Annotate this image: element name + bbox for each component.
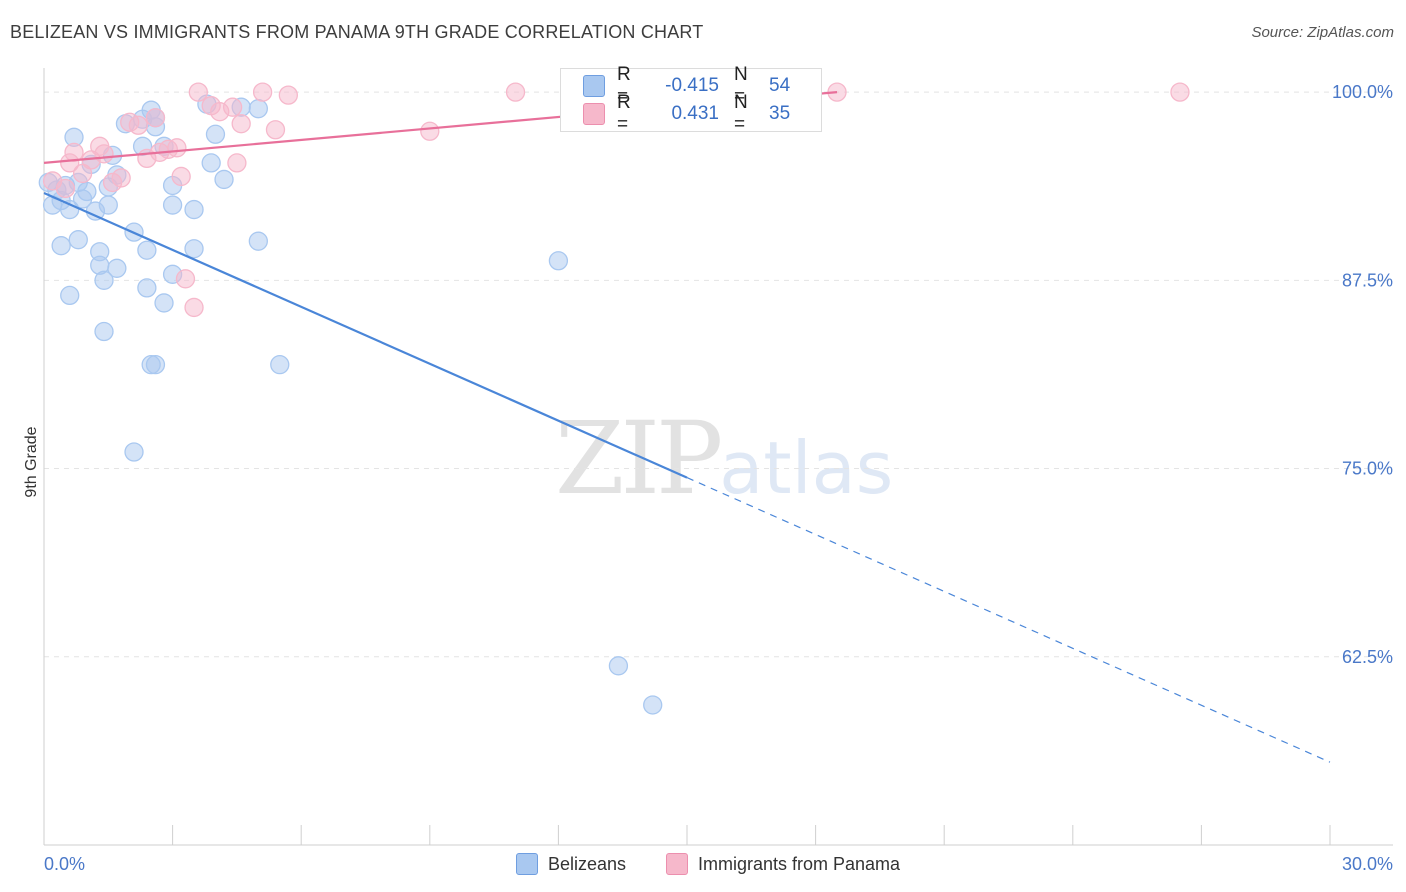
x-tick-label-max: 30.0%: [1342, 854, 1393, 874]
watermark-atlas: atlas: [719, 426, 894, 510]
legend-item-belizeans[interactable]: Belizeans: [516, 852, 626, 876]
data-point: [205, 124, 226, 144]
stats-legend: R = -0.415 N = 54 R = 0.431 N = 35: [560, 64, 822, 135]
data-point: [94, 144, 114, 164]
data-point: [68, 230, 88, 250]
data-point: [137, 240, 157, 260]
data-point: [111, 168, 131, 188]
data-point: [265, 120, 286, 140]
data-point: [98, 195, 118, 215]
data-point: [505, 82, 526, 102]
data-point: [72, 163, 93, 184]
data-point: [137, 278, 157, 298]
data-point: [55, 178, 76, 199]
data-point: [248, 231, 268, 251]
trend-lines: [43, 91, 1331, 763]
n-value: 35: [769, 103, 791, 124]
legend-swatch-panama: [666, 853, 688, 875]
data-point: [77, 181, 97, 202]
legend-swatch-belizeans: [516, 853, 538, 875]
data-point: [231, 114, 251, 134]
y-tick-label: 62.5%: [1342, 647, 1393, 667]
r-label: R =: [617, 92, 631, 135]
series-panama-points: [42, 82, 1190, 318]
series-legend: Belizeans Immigrants from Panama: [0, 852, 1406, 876]
y-tick-label: 100.0%: [1332, 82, 1393, 102]
data-point: [167, 138, 187, 158]
data-point: [420, 121, 440, 141]
n-label: N =: [734, 92, 748, 135]
legend-item-panama[interactable]: Immigrants from Panama: [666, 852, 900, 876]
data-point: [175, 269, 196, 289]
data-point: [222, 97, 243, 117]
y-tick-label: 87.5%: [1342, 270, 1393, 290]
data-point: [1170, 82, 1190, 102]
r-value: 0.431: [671, 103, 719, 124]
data-point: [252, 82, 273, 102]
watermark: ZIPatlas: [555, 400, 893, 517]
data-point: [94, 321, 114, 342]
data-point: [608, 656, 629, 676]
data-point: [124, 442, 144, 462]
data-point: [188, 82, 208, 102]
data-point: [201, 153, 221, 173]
chart-source: Source: ZipAtlas.com: [1251, 24, 1394, 41]
data-point: [171, 166, 191, 187]
trend-line-belizeans-extended: [686, 477, 1331, 763]
n-label: N =: [734, 64, 748, 107]
data-point: [248, 99, 268, 119]
y-axis-label: 9th Grade: [23, 426, 40, 497]
data-point: [128, 115, 148, 135]
grid-lines: [44, 91, 1393, 658]
series-belizeans-points: [38, 82, 749, 715]
axes: [43, 68, 1393, 846]
data-point: [643, 695, 663, 715]
y-tick-labels: 62.5% 75.0% 87.5% 100.0%: [1332, 82, 1393, 667]
data-point: [141, 355, 161, 375]
watermark-zip: ZIP: [555, 400, 723, 517]
data-point: [278, 85, 298, 105]
legend-label-belizeans: Belizeans: [548, 853, 627, 874]
data-point: [214, 169, 234, 190]
legend-swatch-belizeans: [583, 75, 605, 97]
data-point: [162, 195, 183, 215]
y-tick-label: 75.0%: [1342, 459, 1393, 479]
data-point: [184, 297, 204, 318]
chart-title: BELIZEAN VS IMMIGRANTS FROM PANAMA 9TH G…: [10, 22, 704, 42]
r-value: -0.415: [665, 75, 719, 96]
legend-label-panama: Immigrants from Panama: [698, 853, 901, 874]
x-tick-label-min: 0.0%: [44, 854, 85, 874]
data-point: [145, 108, 166, 128]
data-point: [94, 270, 114, 290]
trend-line-belizeans: [43, 191, 688, 479]
data-point: [51, 236, 71, 256]
data-point: [154, 293, 174, 313]
data-point: [548, 251, 569, 271]
data-point: [270, 355, 290, 375]
data-point: [184, 199, 204, 220]
data-point: [184, 239, 204, 259]
data-point: [107, 258, 127, 278]
n-value: 54: [769, 75, 791, 96]
data-point: [60, 285, 80, 306]
data-point: [64, 142, 84, 162]
legend-swatch-panama: [583, 103, 605, 125]
r-label: R =: [617, 64, 631, 107]
data-point: [227, 153, 247, 173]
